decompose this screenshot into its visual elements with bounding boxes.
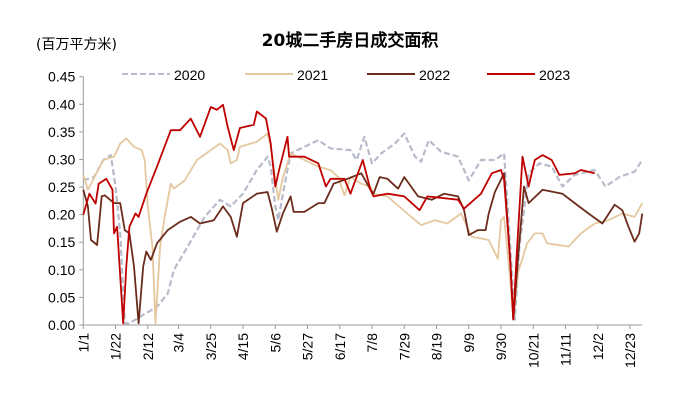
x-tick-label: 4/15 — [235, 333, 251, 360]
y-tick-label: 0.20 — [48, 207, 75, 223]
chart-title: 20城二手房日成交面积 — [261, 31, 439, 51]
series-line-2023 — [82, 103, 595, 325]
legend-label-2023: 2023 — [539, 67, 570, 83]
y-tick-label: 0.30 — [48, 151, 75, 167]
legend-label-2021: 2021 — [297, 67, 328, 83]
y-axis-label: (百万平方米) — [36, 37, 117, 53]
x-tick-label: 1/22 — [108, 333, 124, 360]
x-tick-label: 1/1 — [75, 333, 91, 353]
x-tick-label: 8/19 — [429, 333, 445, 360]
x-tick-label: 9/30 — [493, 333, 509, 360]
x-tick-label: 7/29 — [396, 333, 412, 360]
series-line-2020 — [82, 132, 644, 325]
x-tick-label: 12/23 — [622, 333, 638, 368]
legend-label-2022: 2022 — [419, 67, 450, 83]
x-tick-label: 7/8 — [364, 333, 380, 353]
x-tick-label: 6/17 — [332, 333, 348, 360]
y-tick-label: 0.35 — [48, 124, 75, 140]
legend-label-2020: 2020 — [174, 67, 205, 83]
y-tick-label: 0.25 — [48, 179, 75, 195]
y-tick-label: 0.45 — [48, 69, 75, 85]
x-tick-label: 5/27 — [300, 333, 316, 360]
x-tick-label: 3/4 — [171, 333, 187, 353]
series-line-2022 — [82, 172, 644, 325]
x-tick-label: 5/6 — [267, 333, 283, 353]
y-tick-label: 0.10 — [48, 262, 75, 278]
x-tick-label: 9/9 — [461, 333, 477, 353]
y-tick-label: 0.05 — [48, 289, 75, 305]
y-tick-label: 0.00 — [48, 317, 75, 333]
y-tick-label: 0.15 — [48, 234, 75, 250]
x-tick-label: 2/12 — [140, 333, 156, 360]
y-tick-label: 0.40 — [48, 96, 75, 112]
series-line-2021 — [82, 132, 644, 325]
x-tick-label: 10/21 — [525, 333, 541, 368]
x-tick-label: 11/11 — [558, 333, 574, 366]
x-tick-label: 3/25 — [203, 333, 219, 360]
x-tick-label: 12/2 — [590, 333, 606, 360]
